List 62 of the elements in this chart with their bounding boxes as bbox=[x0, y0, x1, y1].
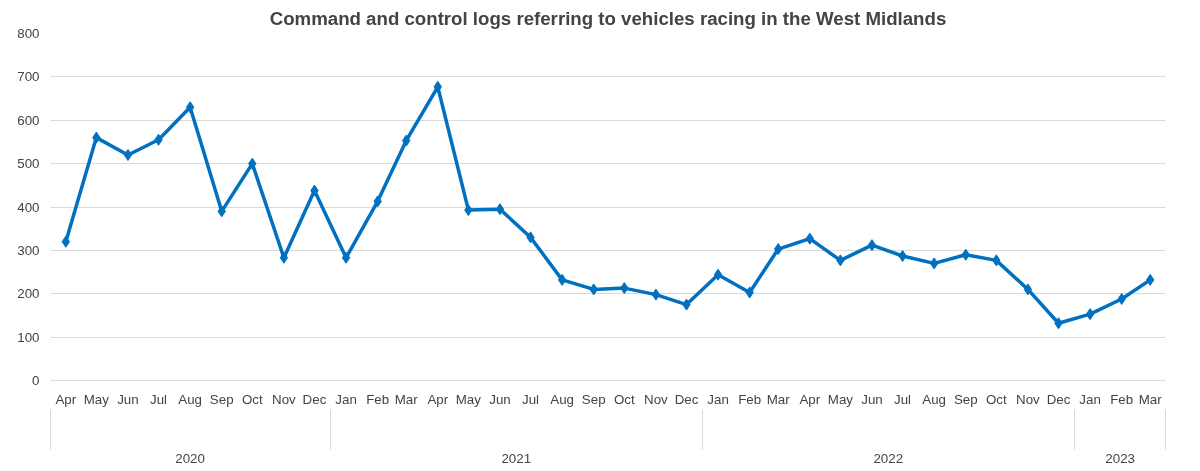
y-tick-label: 500 bbox=[17, 156, 40, 172]
x-tick-label: Nov bbox=[1016, 391, 1041, 407]
text: 2020 bbox=[175, 450, 205, 466]
x-tick-label: May bbox=[455, 391, 482, 407]
y-tick-label: 200 bbox=[17, 286, 40, 302]
x-tick-label: Jul bbox=[150, 391, 168, 407]
x-tick-label: Sep bbox=[953, 391, 978, 407]
x-tick-label: Feb bbox=[366, 391, 390, 407]
point bbox=[557, 273, 567, 286]
x-tick-label: Sep bbox=[209, 391, 234, 407]
y-tick-label: 400 bbox=[17, 199, 40, 215]
y-tick-label: 600 bbox=[17, 112, 40, 128]
y-tick-label: 800 bbox=[17, 26, 40, 41]
point bbox=[929, 257, 939, 270]
x-tick-label: Mar bbox=[394, 391, 419, 407]
point bbox=[1023, 283, 1033, 296]
x-tick-label: Nov bbox=[272, 391, 297, 407]
chart-title: Command and control logs referring to vehicles racing in the West Midlands bbox=[269, 7, 947, 29]
x-tick-label: Aug bbox=[922, 391, 946, 407]
x-tick-label: Jul bbox=[894, 391, 912, 407]
x-tick-label: Jun bbox=[861, 391, 883, 407]
x-tick-label: Aug bbox=[178, 391, 202, 407]
x-tick-label: Mar bbox=[1138, 391, 1163, 407]
point bbox=[651, 288, 661, 301]
text: 2021 bbox=[501, 450, 532, 466]
point bbox=[1085, 308, 1095, 321]
text: 2023 bbox=[1105, 450, 1135, 466]
x-tick-label: Dec bbox=[1046, 391, 1071, 407]
x-tick-label: Apr bbox=[799, 391, 821, 407]
point bbox=[341, 251, 351, 264]
x-tick-label: Nov bbox=[644, 391, 669, 407]
x-tick-label: Aug bbox=[550, 391, 574, 407]
x-tick-label: Oct bbox=[241, 391, 263, 407]
x-tick-label: Jun bbox=[117, 391, 139, 407]
y-tick-label: 700 bbox=[17, 69, 40, 85]
point bbox=[123, 148, 133, 161]
text: 2022 bbox=[873, 450, 904, 466]
point bbox=[495, 203, 505, 216]
x-tick-label: Oct bbox=[985, 391, 1007, 407]
x-tick-label: Dec bbox=[302, 391, 327, 407]
x-tick-label: Jan bbox=[1079, 391, 1101, 407]
point bbox=[867, 239, 877, 252]
x-tick-label: Apr bbox=[55, 391, 77, 407]
x-tick-label: May bbox=[827, 391, 854, 407]
point bbox=[713, 268, 723, 281]
x-tick-label: Mar bbox=[766, 391, 791, 407]
x-tick-label: Feb bbox=[738, 391, 762, 407]
point bbox=[279, 251, 289, 264]
y-tick-label: 100 bbox=[17, 329, 40, 345]
y-tick-label: 0 bbox=[32, 373, 40, 388]
x-tick-label: Sep bbox=[581, 391, 606, 407]
x-tick-label: Oct bbox=[613, 391, 635, 407]
x-tick-label: Jan bbox=[335, 391, 357, 407]
x-tick-label: Jul bbox=[522, 391, 540, 407]
x-tick-label: Dec bbox=[674, 391, 699, 407]
x-tick-label: Jan bbox=[707, 391, 729, 407]
x-tick-label: May bbox=[83, 391, 110, 407]
x-tick-label: Feb bbox=[1110, 391, 1134, 407]
y-tick-label: 300 bbox=[17, 242, 40, 258]
x-tick-label: Jun bbox=[489, 391, 511, 407]
x-tick-label: Apr bbox=[427, 391, 449, 407]
point bbox=[185, 101, 195, 114]
